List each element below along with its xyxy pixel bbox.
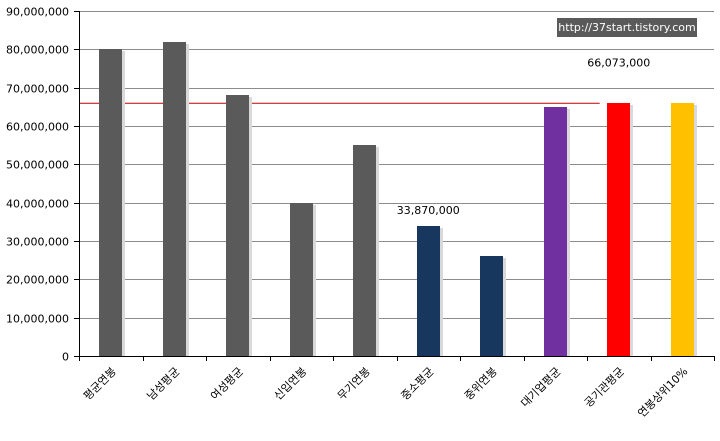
bar (99, 49, 122, 356)
y-tick-label: 90,000,000 (6, 6, 69, 19)
x-tick-label: 연봉상위10% (635, 365, 690, 420)
bar (290, 203, 313, 356)
bar (671, 103, 694, 356)
bar (480, 256, 503, 356)
x-tick-label: 중소평균 (399, 365, 437, 403)
data-labels: 33,870,000 66,073,000 (397, 57, 650, 217)
x-tick-label: 여성평균 (208, 365, 246, 403)
x-axis-labels: 평균연봉 남성평균 여성평균 신입연봉 무기연봉 중소평균 중위연봉 대기업평균 공기관평균 연봉… (81, 365, 690, 420)
y-tick-label: 20,000,000 (6, 274, 69, 287)
y-tick-label: 60,000,000 (6, 121, 69, 134)
x-tick-label: 중위연봉 (462, 365, 500, 403)
bar (226, 95, 249, 356)
watermark-background (557, 18, 697, 37)
y-tick-label: 30,000,000 (6, 236, 69, 249)
x-tick-label: 평균연봉 (81, 365, 119, 403)
x-tick-label: 신입연봉 (272, 365, 310, 403)
bar (417, 226, 440, 356)
bar (607, 103, 630, 356)
x-tick-label: 무기연봉 (335, 365, 373, 403)
watermark-box: http://37start.tistory.com (557, 18, 697, 37)
data-label: 33,870,000 (397, 204, 460, 217)
bars (99, 42, 697, 356)
bar (163, 42, 186, 356)
axes (79, 11, 715, 361)
x-tick-label: 남성평균 (145, 365, 183, 403)
x-tick-label: 대기업평균 (518, 365, 563, 410)
y-axis-ticks: 0 10,000,000 20,000,000 30,000,000 40,000,00… (6, 6, 79, 364)
y-tick-label: 50,000,000 (6, 159, 69, 172)
data-label: 66,073,000 (587, 57, 650, 70)
x-tick-label: 공기관평균 (582, 365, 627, 410)
watermark-text: http://37start.tistory.com (558, 21, 695, 34)
bar (353, 145, 376, 356)
y-tick-label: 0 (62, 351, 69, 364)
y-tick-label: 10,000,000 (6, 313, 69, 326)
y-tick-label: 70,000,000 (6, 83, 69, 96)
y-tick-label: 80,000,000 (6, 44, 69, 57)
y-tick-label: 40,000,000 (6, 198, 69, 211)
bar (544, 107, 567, 356)
